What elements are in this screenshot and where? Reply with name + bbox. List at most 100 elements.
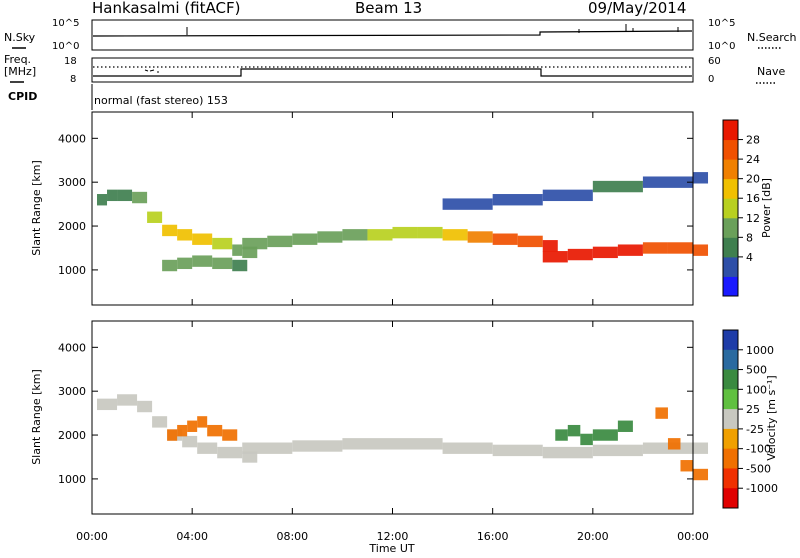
velocity-mark [592,429,618,441]
velocity-mark [617,420,633,432]
power-mark [162,224,178,237]
power-colorbar-tick-label: 12 [746,212,760,225]
power-mark [592,180,643,193]
x-tick-label: 12:00 [377,530,409,543]
search-tick-top: 10^5 [708,18,735,29]
power-colorbar-cell [723,276,738,297]
power-mark [542,189,593,202]
velocity-ylabel: Slant Range [km] [30,369,43,465]
freq-tick-top: 18 [64,56,77,67]
velocity-colorbar-cell [723,330,738,351]
power-mark [267,235,293,248]
power-mark [617,244,643,256]
power-mark [97,194,108,206]
power-mark [107,189,118,202]
power-mark [442,198,493,210]
power-mark [162,259,178,272]
date-title: 09/May/2014 [588,0,686,17]
power-colorbar-tick-label: 16 [746,192,760,205]
power-colorbar-cell [723,217,738,238]
nave-tick-bottom: 0 [708,74,714,85]
y-tick-label: 3000 [58,176,86,189]
velocity-mark [592,444,643,457]
power-colorbar-tick-label: 24 [746,153,760,166]
freq-trace [93,68,692,77]
power-mark [542,251,568,263]
power-mark [367,229,393,241]
power-mark [192,233,213,245]
x-axis-title: Time UT [368,542,414,554]
velocity-colorbar-tick-label: -500 [746,462,771,475]
velocity-mark [442,442,493,454]
velocity-mark [222,429,238,441]
power-mark [492,233,518,245]
sky-panel: N.Sky 10^5 10^0 10^5 10^0 N.Search [4,18,797,52]
velocity-colorbar-cell [723,468,738,489]
y-tick-label: 1000 [58,473,86,486]
velocity-mark [182,435,198,448]
power-mark [177,229,193,241]
power-panel: 1000 2000 3000 4000 Slant Range [km] [30,111,709,306]
x-tick-label: 00:00 [76,530,108,543]
velocity-mark [342,438,393,450]
freq-panel: Freq. [MHz] 18 8 60 0 Nave [4,53,785,85]
power-mark [492,194,543,206]
power-mark [117,189,133,202]
velocity-mark [542,446,593,459]
x-tick-label: 20:00 [577,530,609,543]
x-tick-label: 16:00 [477,530,509,543]
power-colorbar-cell [723,120,738,141]
power-mark [667,242,693,254]
velocity-colorbar-tick-label: -100 [746,443,771,456]
power-colorbar-cell [723,256,738,277]
velocity-mark [680,460,693,472]
y-tick-label: 3000 [58,385,86,398]
velocity-colorbar-cell [723,488,738,509]
power-mark [177,257,193,270]
power-mark [417,226,443,239]
velocity-colorbar-tick-label: -25 [746,423,764,436]
freq-label-2: [MHz] [4,65,36,78]
power-mark [467,231,493,243]
velocity-mark [242,451,258,463]
power-mark [212,237,233,250]
velocity-mark [137,400,153,413]
power-colorbar-title: Power [dB] [760,178,773,238]
power-mark [642,176,693,188]
velocity-colorbar-cell [723,389,738,410]
power-mark [442,229,468,241]
power-colorbar-cell [723,139,738,160]
nave-tick-top: 60 [708,56,721,67]
velocity-mark [152,416,168,428]
power-mark [693,172,709,184]
beam-title: Beam 13 [355,0,422,17]
power-mark [292,233,318,245]
velocity-mark [207,424,223,437]
power-mark [317,231,343,243]
power-colorbar-tick-label: 28 [746,134,760,147]
power-mark [147,211,163,223]
search-tick-bottom: 10^0 [708,41,735,52]
velocity-mark [197,442,218,454]
power-colorbar-cell [723,198,738,219]
power-mark [242,237,268,250]
velocity-colorbar-title: Velocity [m s⁻¹] [765,375,778,460]
power-colorbar-tick-label: 20 [746,173,760,186]
sky-trace [92,30,693,37]
power-mark [642,242,668,254]
power-colorbar-cell [723,159,738,180]
velocity-mark [117,394,138,406]
power-ylabel: Slant Range [km] [30,160,43,256]
velocity-mark [242,442,293,454]
velocity-mark [97,398,118,411]
velocity-mark [177,424,188,437]
velocity-colorbar-cell [723,349,738,371]
cpid-value: normal (fast stereo) 153 [94,94,228,107]
velocity-mark [667,438,681,450]
nave-label: Nave [757,65,785,78]
power-mark [242,246,258,259]
y-tick-label: 4000 [58,132,86,145]
velocity-mark [292,440,343,452]
power-colorbar-tick-label: 4 [746,251,753,264]
